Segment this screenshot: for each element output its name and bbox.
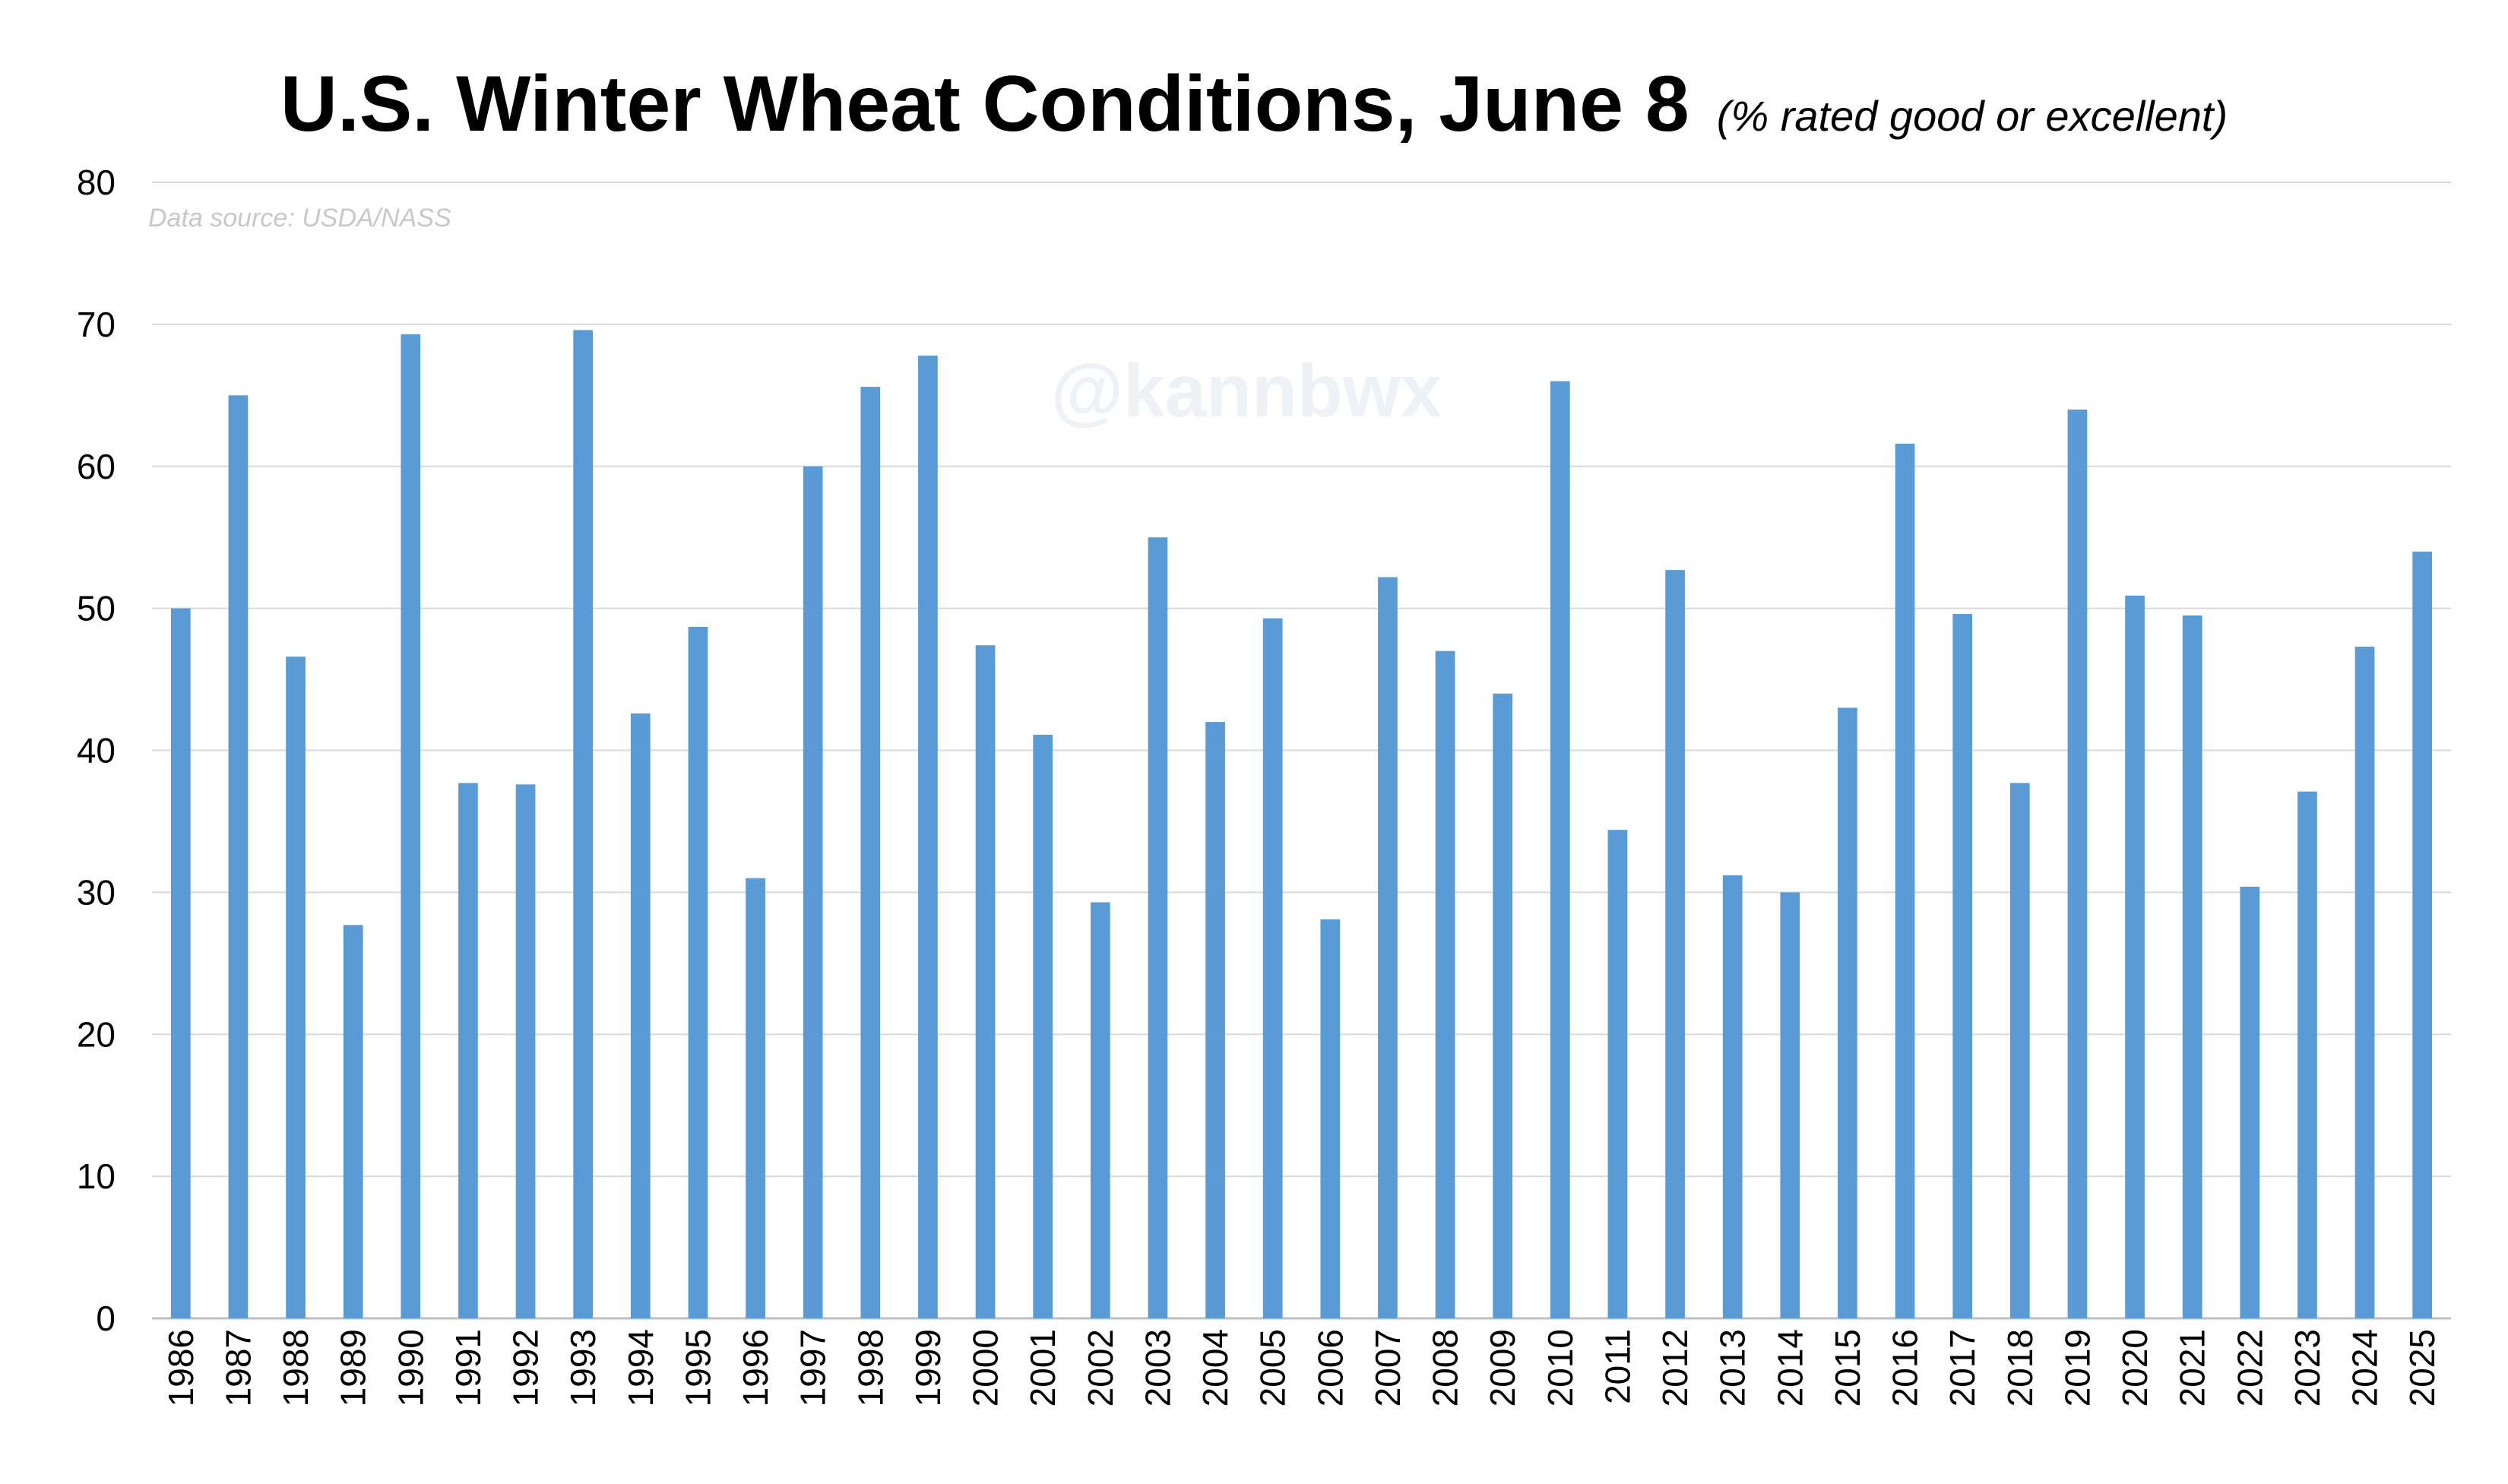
bar-2011 [1607, 830, 1628, 1318]
bar-1996 [746, 878, 765, 1318]
x-tick-label: 1987 [218, 1329, 258, 1406]
y-tick-label: 60 [77, 447, 116, 486]
bar-2002 [1090, 902, 1110, 1318]
y-tick-label: 10 [77, 1157, 116, 1196]
chart-title-main: U.S. Winter Wheat Conditions, June 8 [280, 60, 1689, 148]
bar-2012 [1665, 570, 1685, 1318]
bar-2022 [2240, 886, 2260, 1318]
x-tick-label: 1992 [506, 1329, 546, 1406]
bar-2019 [2067, 410, 2088, 1318]
bar-2014 [1780, 892, 1800, 1318]
bar-2021 [2182, 615, 2202, 1318]
y-tick-label: 0 [96, 1299, 116, 1338]
bar-1990 [401, 334, 421, 1318]
bar-2020 [2125, 595, 2145, 1318]
x-tick-label: 2021 [2173, 1329, 2212, 1406]
x-tick-label: 2000 [966, 1329, 1005, 1406]
y-tick-label: 70 [77, 305, 116, 344]
bars [170, 330, 2433, 1319]
x-tick-label: 2022 [2230, 1329, 2269, 1406]
x-tick-label: 1999 [908, 1329, 948, 1406]
bar-2009 [1493, 693, 1513, 1318]
bar-2008 [1435, 650, 1455, 1318]
y-tick-label: 30 [77, 872, 116, 912]
x-tick-label: 2025 [2402, 1329, 2442, 1406]
x-tick-label: 2019 [2057, 1329, 2097, 1406]
x-tick-label: 2007 [1368, 1329, 1408, 1406]
x-tick-label: 1988 [276, 1329, 315, 1406]
bar-2000 [975, 645, 996, 1318]
y-tick-label: 50 [77, 589, 116, 628]
chart-title: U.S. Winter Wheat Conditions, June 8 (% r… [0, 59, 2508, 150]
bar-1989 [343, 925, 363, 1318]
bar-2013 [1722, 875, 1743, 1318]
bar-2003 [1148, 537, 1168, 1318]
bar-2018 [2009, 783, 2030, 1318]
x-tick-label: 2002 [1081, 1329, 1120, 1406]
x-tick-label: 1986 [161, 1329, 201, 1406]
x-tick-label: 2008 [1426, 1329, 1465, 1406]
y-tick-label: 80 [77, 163, 116, 202]
y-tick-label: 40 [77, 731, 116, 770]
bar-2007 [1378, 577, 1398, 1318]
bar-2015 [1838, 707, 1857, 1318]
x-tick-label: 1997 [793, 1329, 833, 1406]
bar-1997 [803, 466, 823, 1318]
x-tick-label: 2006 [1310, 1329, 1350, 1406]
bar-1995 [688, 626, 708, 1318]
y-tick-label: 20 [77, 1014, 116, 1054]
bar-2010 [1550, 381, 1570, 1318]
bar-2016 [1895, 443, 1915, 1318]
x-tick-label: 1990 [391, 1329, 430, 1406]
x-tick-label: 2010 [1541, 1329, 1580, 1406]
x-tick-label: 2004 [1195, 1329, 1235, 1406]
x-tick-label: 2020 [2115, 1329, 2155, 1406]
bar-1993 [573, 330, 594, 1319]
x-tick-label: 2023 [2288, 1329, 2327, 1406]
bar-2004 [1205, 722, 1225, 1318]
x-tick-label: 1993 [563, 1329, 603, 1406]
x-tick-label: 2016 [1886, 1329, 1925, 1406]
x-tick-label: 2003 [1138, 1329, 1177, 1406]
y-axis-ticks: 0 10 20 30 40 50 60 70 80 [77, 163, 116, 1338]
x-axis-ticks: 1986 1987 1988 1989 1990 1991 1992 1993 1994 1995… [161, 1329, 2442, 1406]
bar-1991 [458, 783, 478, 1318]
source-note: Data source: USDA/NASS [148, 204, 451, 233]
bar-2023 [2297, 791, 2317, 1318]
bar-2017 [1952, 614, 1973, 1318]
bar-1994 [630, 713, 651, 1318]
bar-2005 [1262, 618, 1283, 1318]
x-tick-label: 2015 [1828, 1329, 1867, 1406]
x-tick-label: 1991 [448, 1329, 488, 1406]
x-tick-label: 2014 [1770, 1329, 1810, 1406]
x-tick-label: 2009 [1483, 1329, 1522, 1406]
x-tick-label: 1989 [334, 1329, 373, 1406]
chart-subtitle: (% rated good or excellent) [1716, 92, 2228, 140]
x-tick-label: 1995 [678, 1329, 717, 1406]
x-tick-label: 1998 [850, 1329, 890, 1406]
x-tick-label: 2005 [1253, 1329, 1293, 1406]
x-tick-label: 2001 [1023, 1329, 1062, 1406]
x-tick-label: 2024 [2345, 1329, 2385, 1406]
watermark: @kannbwx [1051, 349, 1442, 432]
x-tick-label: 2012 [1655, 1329, 1695, 1406]
x-tick-label: 2011 [1598, 1329, 1637, 1404]
x-tick-label: 1994 [621, 1329, 660, 1406]
bar-1986 [170, 608, 191, 1318]
x-tick-label: 2018 [2000, 1329, 2040, 1406]
bar-1987 [228, 395, 249, 1318]
bar-2024 [2354, 647, 2375, 1318]
bar-1998 [860, 387, 881, 1319]
x-tick-label: 2017 [1943, 1329, 1982, 1406]
bar-1992 [515, 784, 536, 1318]
x-tick-label: 1996 [736, 1329, 775, 1406]
bar-2001 [1033, 734, 1053, 1318]
bar-2006 [1320, 919, 1341, 1318]
bar-1999 [918, 355, 938, 1318]
x-tick-label: 2013 [1713, 1329, 1753, 1406]
bar-2025 [2412, 551, 2433, 1318]
bar-1988 [286, 657, 306, 1318]
